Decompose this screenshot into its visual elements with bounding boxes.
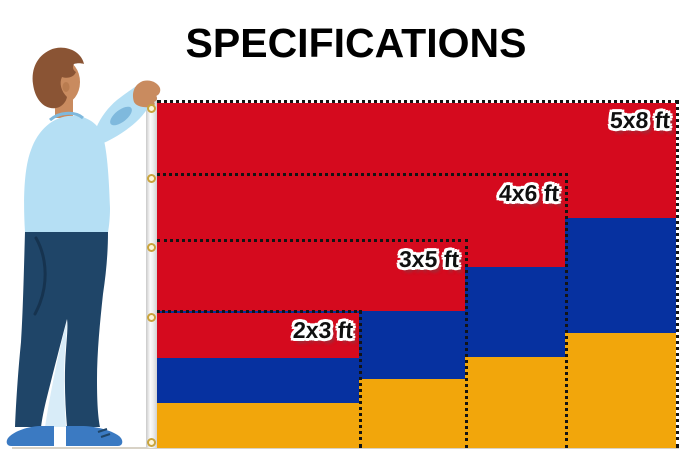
flag-2x3-orange-stripe <box>157 403 359 448</box>
grommet-icon <box>147 104 156 113</box>
flag-3x5-red-stripe <box>157 242 465 311</box>
flag-size-label-2x3: 2x3 ft <box>292 317 354 343</box>
person-back-shoe <box>6 426 55 446</box>
grommet-icon <box>147 313 156 322</box>
person-hair <box>32 47 84 109</box>
flag-size-label-5x8: 5x8 ft <box>609 107 671 133</box>
flag-2x3-blue-stripe <box>157 358 359 403</box>
flag-size-label-3x5: 3x5 ft <box>398 246 460 272</box>
person-pants-crease <box>33 236 47 316</box>
flag-size-label-4x6: 4x6 ft <box>498 180 560 206</box>
person-pants <box>15 232 108 427</box>
grommet-icon <box>147 438 156 447</box>
flag-2x3: 2x3 ft <box>157 310 362 448</box>
page-title: SPECIFICATIONS <box>185 20 527 67</box>
person-shirt <box>24 115 110 232</box>
grommet-icon <box>147 174 156 183</box>
person-shoe-laces <box>97 428 111 438</box>
person-ear <box>62 82 70 92</box>
person-inner-leg <box>45 321 67 427</box>
person-elbow-shade <box>110 106 132 126</box>
person-illustration <box>6 47 161 446</box>
flag-pole <box>146 90 157 448</box>
person-collar <box>49 111 84 122</box>
person-front-shoe <box>66 426 123 446</box>
grommet-icon <box>147 243 156 252</box>
flag-2x3-red-stripe <box>157 313 359 358</box>
person-hand <box>133 80 161 108</box>
